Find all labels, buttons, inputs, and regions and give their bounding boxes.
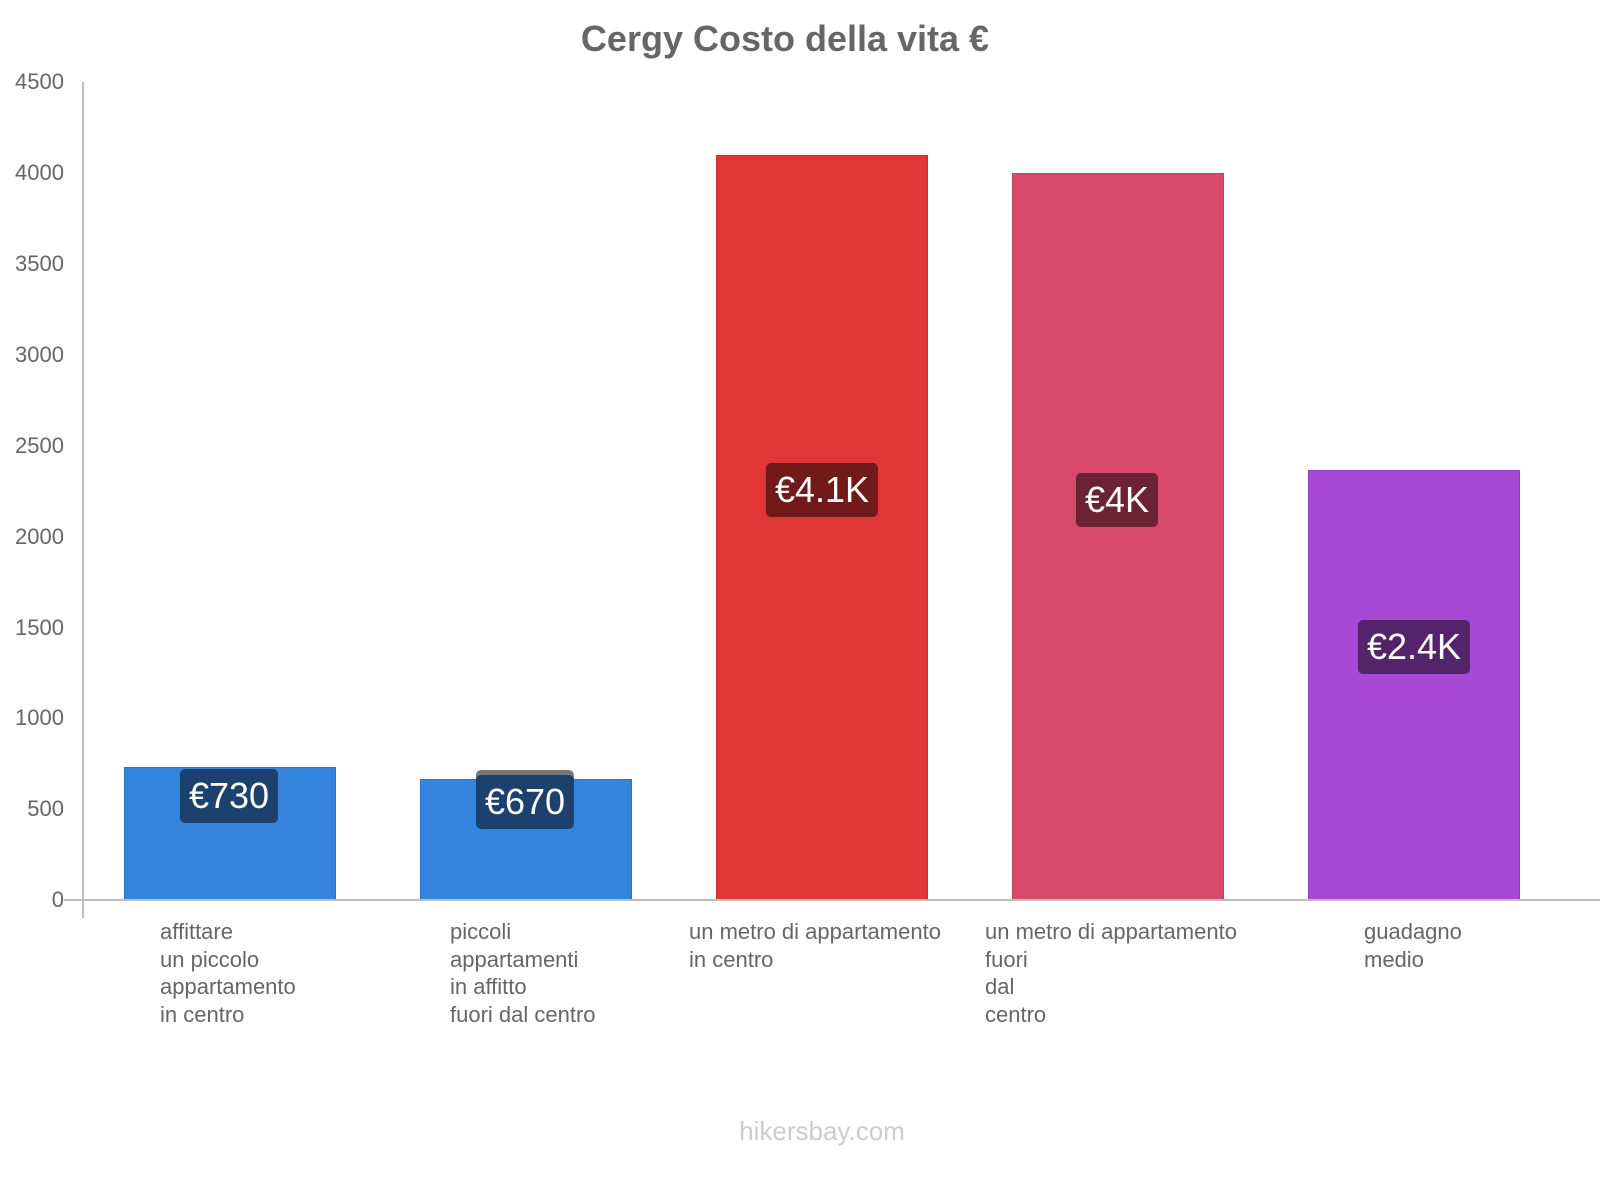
y-tick-label: 3500 xyxy=(15,251,64,276)
bar-sqm-apartment-outside[interactable] xyxy=(1012,173,1224,900)
y-tick-label: 2000 xyxy=(15,524,64,549)
watermark-footer: hikersbay.com xyxy=(739,1116,905,1146)
x-category-label: affittare un piccolo appartamento in cen… xyxy=(160,919,296,1027)
y-tick-label: 500 xyxy=(27,796,64,821)
y-tick-label: 2500 xyxy=(15,433,64,458)
y-axis-line xyxy=(82,82,84,918)
value-label: €4K xyxy=(1075,473,1159,527)
bar-average-salary[interactable] xyxy=(1308,470,1520,900)
value-label: €730 xyxy=(179,769,279,823)
value-label: €4.1K xyxy=(765,463,879,517)
x-category-label: un metro di appartamento fuori dal centr… xyxy=(985,919,1237,1027)
y-tick-label: 3000 xyxy=(15,342,64,367)
x-category-label: guadagno medio xyxy=(1364,919,1462,972)
y-tick-label: 1500 xyxy=(15,615,64,640)
y-tick-label: 1000 xyxy=(15,705,64,730)
bar-sqm-apartment-center[interactable] xyxy=(716,155,928,900)
x-category-label: un metro di appartamento in centro xyxy=(689,919,941,972)
x-category-label: piccoli appartamenti in affitto fuori da… xyxy=(450,919,596,1027)
y-tick-label: 4500 xyxy=(15,69,64,94)
y-tick-label: 4000 xyxy=(15,160,64,185)
bar-rent-small-apartment-outside[interactable] xyxy=(420,779,632,900)
chart-title: Cergy Costo della vita € xyxy=(580,18,990,59)
value-label: €670 xyxy=(475,775,575,829)
value-label: €2.4K xyxy=(1357,620,1471,674)
y-tick-label: 0 xyxy=(51,887,64,912)
x-axis-line xyxy=(64,899,1600,901)
